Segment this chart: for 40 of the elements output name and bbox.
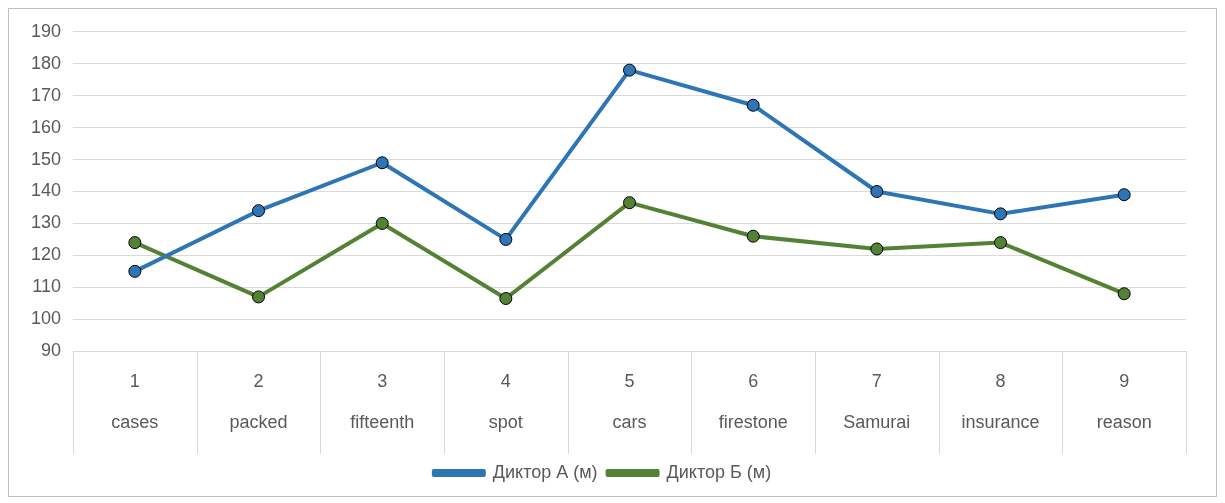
point	[499, 232, 513, 246]
point	[128, 264, 142, 278]
point	[375, 216, 389, 230]
y-tick-label: 180	[30, 52, 62, 73]
point	[499, 292, 513, 305]
y-tick-label: 160	[30, 116, 62, 137]
y-tick-label: 130	[30, 212, 62, 233]
point	[870, 242, 884, 256]
y-tick-label: 90	[41, 340, 62, 361]
x-tick-label: 6 firestone	[718, 370, 788, 433]
y-tick-label: 170	[30, 84, 62, 105]
x-tick-label: 4 spot	[488, 370, 523, 433]
x-tick-label: 8 insurance	[961, 370, 1040, 433]
legend-label: Диктор А (м)	[492, 461, 598, 482]
y-tick-label: 190	[30, 20, 62, 41]
x-tick-label: 9 reason	[1096, 370, 1152, 433]
point	[623, 63, 637, 77]
point	[994, 207, 1008, 221]
x-tick-label: 3 fifteenth	[350, 370, 415, 433]
y-tick-label: 120	[30, 244, 62, 265]
point	[994, 236, 1008, 250]
y-tick-label: 140	[30, 180, 62, 201]
point	[128, 236, 142, 250]
point	[870, 185, 884, 198]
x-tick-label: 7 Samurai	[843, 370, 911, 433]
y-tick-label: 150	[30, 148, 62, 169]
point	[375, 156, 389, 170]
point	[746, 229, 760, 243]
point	[746, 98, 760, 112]
x-tick-label: 2 packed	[229, 370, 288, 433]
y-tick-label: 100	[30, 308, 62, 329]
y-tick-label: 110	[32, 276, 62, 297]
point	[252, 290, 266, 304]
point	[1117, 188, 1131, 202]
point	[623, 196, 637, 210]
x-tick-label: 5 cars	[612, 370, 647, 433]
point	[252, 204, 266, 218]
legend-label: Диктор Б (м)	[666, 461, 772, 482]
x-tick-label: 1 cases	[111, 370, 159, 433]
point	[1117, 287, 1131, 301]
